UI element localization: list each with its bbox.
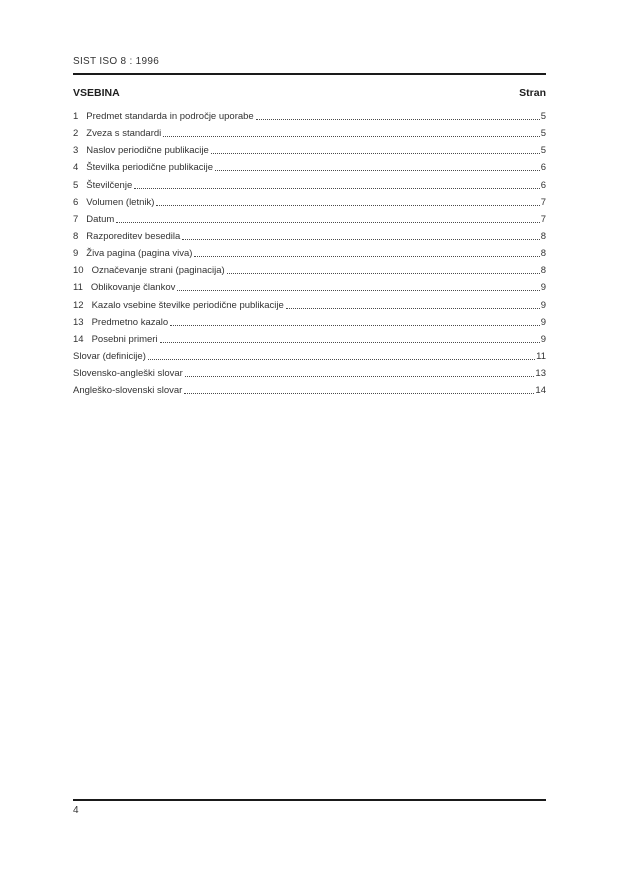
toc-entry: 2 Zveza s standardi 5 bbox=[73, 125, 546, 142]
toc-entry-number: 7 bbox=[73, 213, 79, 225]
toc-entry: 5 Številčenje 6 bbox=[73, 177, 546, 194]
toc-entry-title: Naslov periodične publikacije bbox=[86, 145, 209, 157]
toc-entry-page: 8 bbox=[540, 265, 546, 277]
toc-entry: 8 Razporeditev besedila 8 bbox=[73, 228, 546, 245]
toc-entry-title: Angleško-slovenski slovar bbox=[73, 385, 183, 397]
toc-leader-dots bbox=[170, 319, 540, 326]
toc-leader-dots bbox=[210, 147, 540, 155]
footer-rule bbox=[73, 799, 546, 801]
toc-entry-page: 8 bbox=[540, 248, 546, 260]
toc-entry: 7 Datum 7 bbox=[73, 211, 546, 228]
toc-entry: 10 Označevanje strani (paginacija) 8 bbox=[73, 262, 546, 279]
toc-entry-page: 6 bbox=[540, 162, 546, 174]
toc-entry-title: Volumen (letnik) bbox=[86, 196, 155, 208]
toc-entry-title: Oblikovanje člankov bbox=[90, 282, 176, 294]
toc-entry-number: 12 bbox=[73, 299, 84, 311]
toc-entry-title: Predmet standarda in področje uporabe bbox=[86, 111, 254, 123]
toc-entry-number: 8 bbox=[73, 231, 79, 243]
toc-entry-page: 6 bbox=[540, 179, 546, 191]
toc-leader-dots bbox=[147, 353, 536, 361]
toc-entry: 1 Predmet standarda in področje uporabe … bbox=[73, 108, 546, 125]
toc-entry-number: 5 bbox=[73, 179, 79, 191]
toc-entry: 13 Predmetno kazalo 9 bbox=[73, 314, 546, 331]
toc-entry: 11 Oblikovanje člankov 9 bbox=[73, 279, 546, 296]
toc-entry-number: 14 bbox=[73, 333, 84, 345]
toc-entry-title: Slovensko-angleški slovar bbox=[73, 368, 183, 380]
toc-entry-title: Številka periodične publikacije bbox=[86, 162, 214, 174]
page-column-label: Stran bbox=[519, 87, 546, 99]
toc-entry-page: 14 bbox=[535, 385, 546, 397]
toc-entry-number: 11 bbox=[73, 282, 83, 294]
header-rule bbox=[73, 73, 546, 75]
toc-entry-title: Slovar (definicije) bbox=[73, 351, 146, 363]
toc-leader-dots bbox=[184, 387, 535, 395]
toc-entry: 14 Posebni primeri 9 bbox=[73, 331, 546, 348]
toc-entry-number: 10 bbox=[73, 265, 84, 277]
toc-entry-page: 13 bbox=[535, 368, 546, 380]
toc-leader-dots bbox=[156, 199, 540, 206]
toc-entry-page: 5 bbox=[540, 145, 546, 157]
toc-entry-number: 3 bbox=[73, 145, 79, 157]
footer-page-number: 4 bbox=[73, 805, 79, 816]
toc-entry: 12 Kazalo vsebine številke periodične pu… bbox=[73, 297, 546, 314]
toc-entry-title: Živa pagina (pagina viva) bbox=[86, 248, 193, 260]
toc-entry: Slovensko-angleški slovar 13 bbox=[73, 365, 546, 382]
toc-entry-number: 6 bbox=[73, 196, 79, 208]
toc-entry-page: 5 bbox=[540, 128, 546, 140]
toc-entry-title: Razporeditev besedila bbox=[86, 231, 181, 243]
toc-entry-number: 2 bbox=[73, 128, 79, 140]
toc-entry: Slovar (definicije) 11 bbox=[73, 348, 546, 365]
toc-leader-dots bbox=[215, 164, 540, 172]
toc-entry-page: 9 bbox=[540, 333, 546, 345]
toc-entry: 6 Volumen (letnik) 7 bbox=[73, 194, 546, 211]
toc-leader-dots bbox=[177, 284, 540, 292]
toc-leader-dots bbox=[116, 216, 540, 223]
toc-entry-title: Zveza s standardi bbox=[86, 128, 162, 140]
header-title: SIST ISO 8 : 1996 bbox=[73, 56, 160, 67]
toc-entry-title: Številčenje bbox=[86, 179, 133, 191]
toc-entry: 9 Živa pagina (pagina viva) 8 bbox=[73, 245, 546, 262]
toc-leader-dots bbox=[184, 370, 535, 378]
toc-entry-page: 9 bbox=[540, 299, 546, 311]
toc-entry-page: 9 bbox=[540, 282, 546, 294]
toc-entry-number: 1 bbox=[73, 111, 79, 123]
toc-leader-dots bbox=[285, 302, 540, 309]
toc-entry-number: 13 bbox=[73, 316, 84, 328]
toc-leader-dots bbox=[194, 250, 540, 258]
toc-heading-row: VSEBINA Stran bbox=[73, 87, 546, 99]
toc-entry-page: 9 bbox=[540, 316, 546, 328]
toc-entry: 4 Številka periodične publikacije 6 bbox=[73, 159, 546, 176]
toc-entry-number: 9 bbox=[73, 248, 79, 260]
toc-entry-page: 7 bbox=[540, 213, 546, 225]
toc-entry-number: 4 bbox=[73, 162, 79, 174]
toc-leader-dots bbox=[255, 113, 540, 121]
toc-entry-title: Kazalo vsebine številke periodične publi… bbox=[91, 299, 284, 311]
toc-entry-page: 11 bbox=[536, 351, 546, 363]
toc-entry-page: 7 bbox=[540, 196, 546, 208]
toc-entry-title: Posebni primeri bbox=[91, 333, 158, 345]
toc-entry-page: 5 bbox=[540, 111, 546, 123]
toc-leader-dots bbox=[134, 182, 540, 189]
toc-leader-dots bbox=[226, 267, 540, 275]
toc-leader-dots bbox=[163, 130, 540, 138]
toc-entry-title: Označevanje strani (paginacija) bbox=[91, 265, 225, 277]
toc-leader-dots bbox=[182, 233, 540, 241]
toc-entry: 3 Naslov periodične publikacije 5 bbox=[73, 142, 546, 159]
toc-list: 1 Predmet standarda in področje uporabe … bbox=[73, 108, 546, 399]
toc-entry-title: Datum bbox=[86, 213, 115, 225]
toc-heading: VSEBINA bbox=[73, 87, 120, 99]
toc-entry: Angleško-slovenski slovar 14 bbox=[73, 382, 546, 399]
toc-leader-dots bbox=[159, 336, 540, 343]
toc-entry-page: 8 bbox=[540, 231, 546, 243]
toc-entry-title: Predmetno kazalo bbox=[91, 316, 169, 328]
